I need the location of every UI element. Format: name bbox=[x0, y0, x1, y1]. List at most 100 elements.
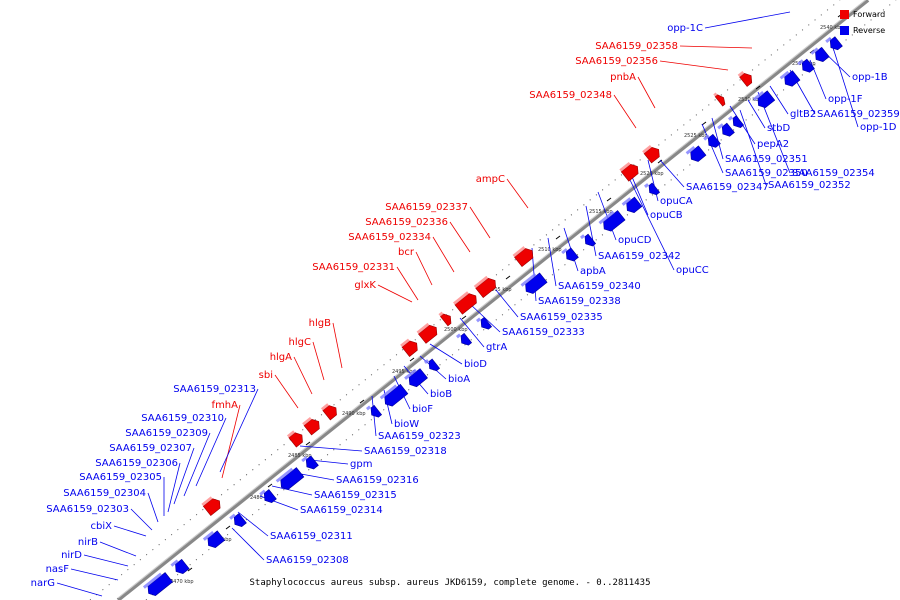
tick-mark bbox=[461, 315, 467, 320]
reverse-gene bbox=[480, 316, 493, 330]
label-leader-line bbox=[293, 356, 313, 395]
tick-mark bbox=[755, 85, 761, 90]
reverse-gene bbox=[305, 455, 319, 470]
label-leader-line bbox=[231, 527, 265, 561]
label-leader-line bbox=[56, 582, 103, 597]
label-leader-line bbox=[309, 459, 349, 465]
gene-shade bbox=[455, 333, 461, 339]
gene-label: stbD bbox=[767, 123, 790, 134]
legend-forward: Forward bbox=[840, 10, 885, 19]
gene-label: opuCD bbox=[618, 235, 652, 246]
gene-shade bbox=[453, 291, 469, 305]
gene-label: opuCB bbox=[650, 210, 683, 221]
forward-gene bbox=[439, 313, 452, 327]
forward-gene bbox=[322, 405, 337, 421]
tick-mark bbox=[359, 399, 365, 404]
gene-label: SAA6159_02323 bbox=[378, 431, 461, 442]
gene-shade bbox=[797, 59, 804, 66]
reverse-gene bbox=[207, 530, 226, 549]
reverse-gene bbox=[525, 272, 548, 294]
gene-label: nirD bbox=[61, 550, 82, 561]
forward-gene bbox=[739, 73, 753, 87]
label-leader-line bbox=[432, 236, 455, 273]
gene-label: bcr bbox=[398, 247, 415, 258]
gene-shade bbox=[642, 144, 652, 154]
gene-label: hlgA bbox=[270, 352, 292, 363]
gene-shade bbox=[416, 322, 430, 335]
reverse-gene bbox=[460, 332, 473, 346]
gene-label: SAA6159_02307 bbox=[109, 443, 192, 454]
label-leader-line bbox=[173, 447, 195, 505]
gene-shade bbox=[438, 311, 444, 317]
tick-mark bbox=[555, 235, 561, 240]
gene-shade bbox=[379, 384, 398, 400]
reverse-gene bbox=[815, 46, 830, 63]
gene-shade bbox=[512, 246, 526, 258]
genome-caption: Staphylococcus aureus subsp. aureus JKD6… bbox=[249, 578, 651, 588]
gene-label: SAA6159_02309 bbox=[125, 428, 208, 439]
gene-shade bbox=[598, 210, 615, 225]
label-leader-line bbox=[415, 251, 433, 286]
gene-shade bbox=[561, 248, 568, 255]
gene-shade bbox=[286, 430, 296, 438]
gene-label: SAA6159_02334 bbox=[348, 232, 431, 243]
label-leader-line bbox=[679, 45, 753, 49]
tick-mark bbox=[505, 275, 511, 280]
gene-label: glxK bbox=[354, 280, 376, 291]
gene-shade bbox=[737, 71, 745, 78]
gene-label: SAA6159_02340 bbox=[558, 281, 641, 292]
gene-shade bbox=[621, 197, 632, 206]
gene-label: SAA6159_02303 bbox=[46, 504, 129, 515]
label-leader-line bbox=[99, 541, 137, 557]
gene-shade bbox=[320, 403, 330, 411]
label-leader-line bbox=[637, 76, 656, 109]
gene-label: fmhA bbox=[212, 400, 239, 411]
label-leader-line bbox=[167, 462, 181, 513]
gene-shade bbox=[229, 513, 236, 520]
label-leader-line bbox=[429, 343, 463, 365]
gene-shade bbox=[520, 273, 537, 287]
gene-label: ampC bbox=[476, 174, 505, 185]
gene-shade bbox=[825, 36, 832, 43]
label-leader-line bbox=[377, 284, 413, 303]
gene-label: bioF bbox=[412, 404, 433, 415]
reverse-gene bbox=[721, 122, 735, 137]
gene-shade bbox=[579, 234, 585, 240]
gene-shade bbox=[643, 183, 649, 188]
gene-label: SAA6159_02337 bbox=[385, 202, 468, 213]
label-leader-line bbox=[739, 109, 767, 186]
label-leader-line bbox=[130, 508, 153, 531]
gene-label: SAA6159_02311 bbox=[270, 531, 353, 542]
label-leader-line bbox=[312, 341, 325, 381]
gene-label: opp-1B bbox=[852, 72, 888, 83]
tick-mark bbox=[657, 159, 663, 164]
reverse-gene bbox=[829, 36, 843, 51]
label-leader-line bbox=[396, 266, 419, 301]
tick-mark bbox=[701, 121, 707, 126]
gene-label: SAA6159_02305 bbox=[79, 472, 162, 483]
label-leader-line bbox=[629, 179, 675, 271]
reverse-gene bbox=[370, 404, 383, 418]
gene-shade bbox=[423, 359, 429, 364]
label-leader-line bbox=[629, 171, 649, 216]
gene-label: SAA6159_02314 bbox=[300, 505, 383, 516]
reverse-gene bbox=[233, 513, 247, 527]
reverse-gene bbox=[648, 182, 661, 196]
label-leader-line bbox=[613, 94, 637, 129]
gene-label: cbiX bbox=[91, 521, 113, 532]
tick-label: 2525 kbp bbox=[684, 133, 708, 139]
gene-label: SAA6159_02331 bbox=[312, 262, 395, 273]
gene-label: gtrA bbox=[486, 342, 507, 353]
gene-label: apbA bbox=[580, 266, 606, 277]
gene-label: SAA6159_02336 bbox=[365, 217, 448, 228]
tick-label: 2480 kbp bbox=[250, 495, 274, 501]
forward-gene bbox=[454, 293, 477, 315]
gene-shade bbox=[202, 531, 215, 541]
gene-label: hlgB bbox=[309, 318, 331, 329]
gene-shade bbox=[779, 70, 790, 80]
gene-label: SAA6159_02310 bbox=[141, 413, 224, 424]
label-leader-line bbox=[659, 60, 729, 71]
label-leader-line bbox=[70, 568, 119, 581]
reverse-gene bbox=[565, 247, 579, 262]
reverse-gene bbox=[263, 489, 277, 503]
